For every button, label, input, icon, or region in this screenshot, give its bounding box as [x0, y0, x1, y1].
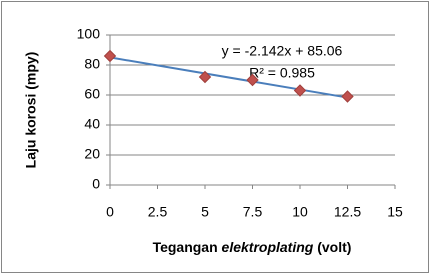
x-tick-label: 10: [292, 204, 308, 220]
annotation: y = -2.142x + 85.06: [222, 43, 343, 59]
x-tick-label: 2.5: [148, 204, 168, 220]
point: [246, 73, 259, 87]
x-tick-label: 12.5: [334, 204, 361, 220]
point: [341, 90, 354, 103]
x-axis-title-part: elektroplating: [222, 239, 314, 255]
y-tick-label: 20: [84, 146, 100, 162]
x-tick-label: 0: [106, 204, 114, 220]
point: [198, 70, 212, 84]
y-tick-label: 80: [84, 56, 100, 72]
y-tick-label: 100: [77, 26, 101, 42]
x-axis-title-part: Tegangan: [153, 239, 222, 255]
y-axis-title: Laju korosi (mpy): [23, 52, 39, 169]
y-tick-label: 60: [84, 86, 100, 102]
x-tick-label: 5: [201, 204, 209, 220]
y-tick-label: 0: [92, 176, 100, 192]
annotation: R² = 0.985: [249, 65, 315, 81]
x-tick-label: 15: [387, 204, 403, 220]
point: [103, 49, 117, 63]
trendline: [109, 56, 348, 99]
point: [293, 84, 307, 97]
x-axis-title: Tegangan elektroplating (volt): [153, 239, 352, 255]
x-tick-label: 7.5: [243, 204, 263, 220]
x-axis-title-part: (volt): [313, 239, 351, 255]
y-tick-label: 40: [84, 116, 100, 132]
